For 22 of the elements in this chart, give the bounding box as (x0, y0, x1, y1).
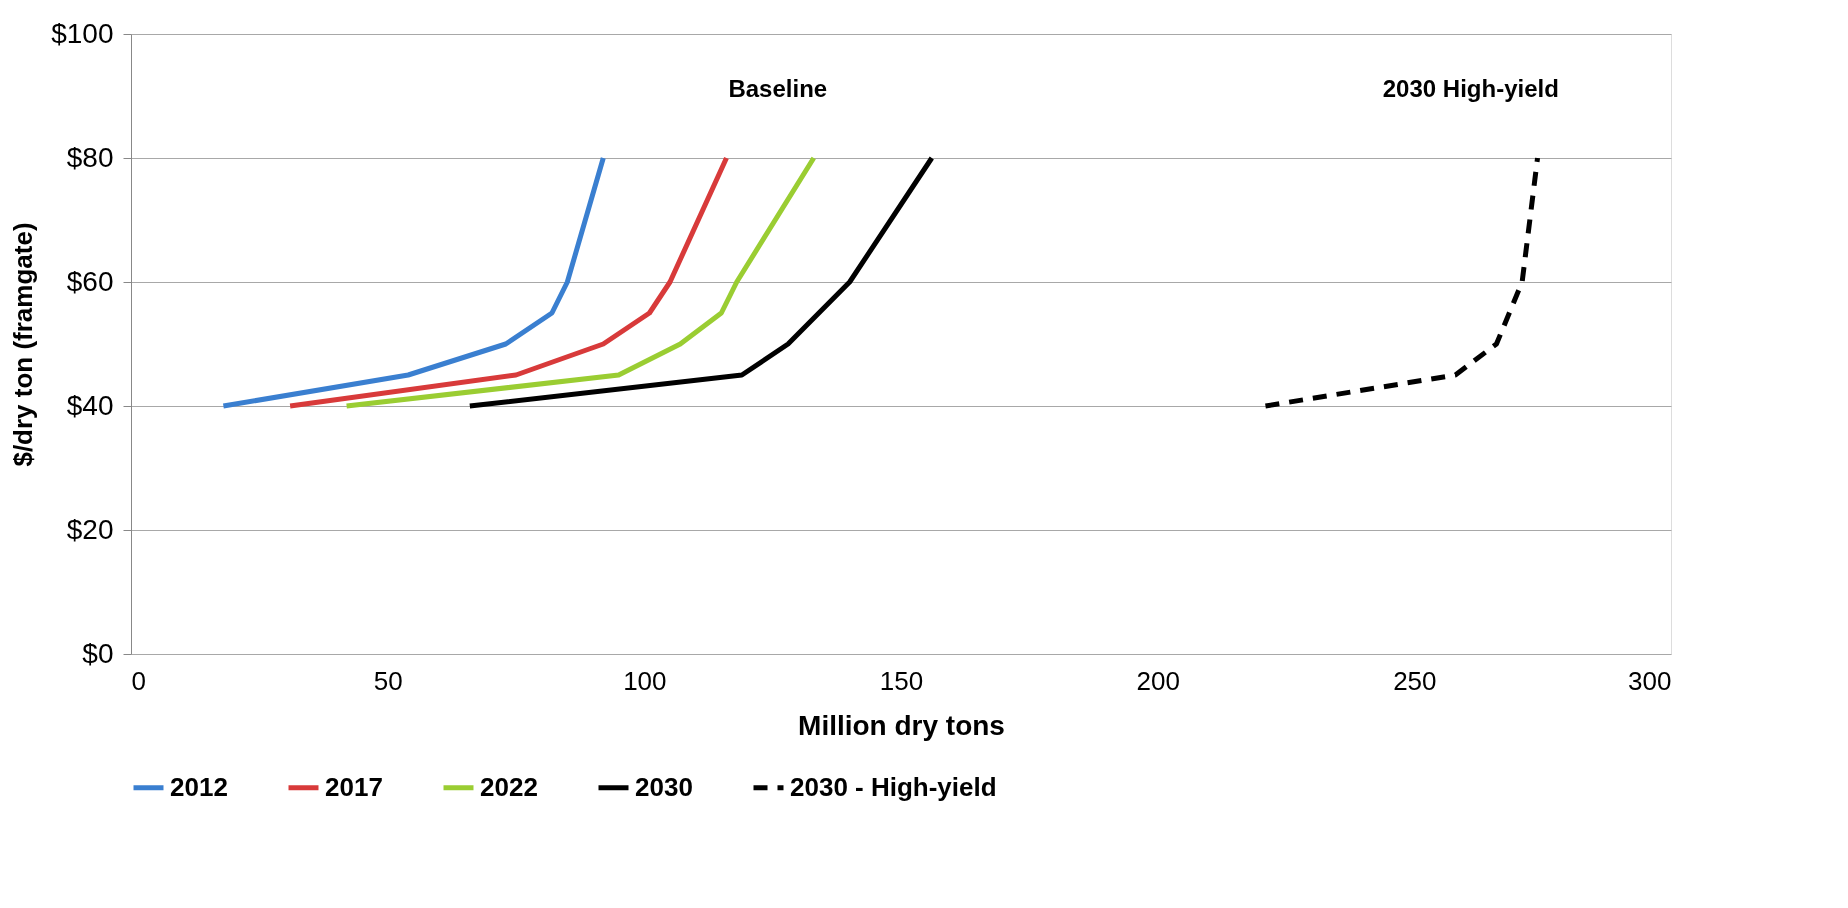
x-tick-label: 250 (1393, 665, 1437, 696)
y-tick-label: $60 (66, 265, 114, 297)
x-tick-label: 100 (623, 665, 667, 696)
legend-label: 2012 (170, 771, 228, 802)
y-tick-label: $80 (66, 141, 114, 173)
x-tick-label: 200 (1136, 665, 1180, 696)
y-tick-label: $100 (51, 17, 114, 49)
y-tick-label: $20 (66, 513, 114, 545)
y-tick-label: $0 (82, 637, 114, 669)
x-tick-label: 300 (1628, 665, 1672, 696)
annotation: Baseline (728, 74, 828, 102)
annotation: 2030 High-yield (1382, 74, 1559, 102)
x-axis-title: Million dry tons (798, 709, 1005, 741)
legend-label: 2022 (480, 771, 538, 802)
y-tick-label: $40 (66, 389, 114, 421)
legend-label: 2017 (325, 771, 383, 802)
legend-label: 2030 (635, 771, 693, 802)
x-tick-label: 0 (131, 665, 146, 696)
x-tick-label: 150 (879, 665, 924, 696)
x-tick-label: 50 (373, 665, 403, 696)
y-axis-title: $/dry ton (framgate) (8, 222, 39, 467)
legend-label: 2030 - High-yield (790, 771, 997, 802)
